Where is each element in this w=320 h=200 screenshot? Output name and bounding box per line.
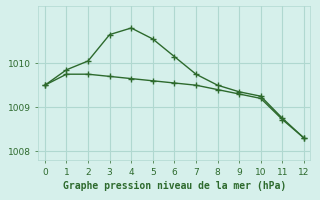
X-axis label: Graphe pression niveau de la mer (hPa): Graphe pression niveau de la mer (hPa) xyxy=(63,181,286,191)
